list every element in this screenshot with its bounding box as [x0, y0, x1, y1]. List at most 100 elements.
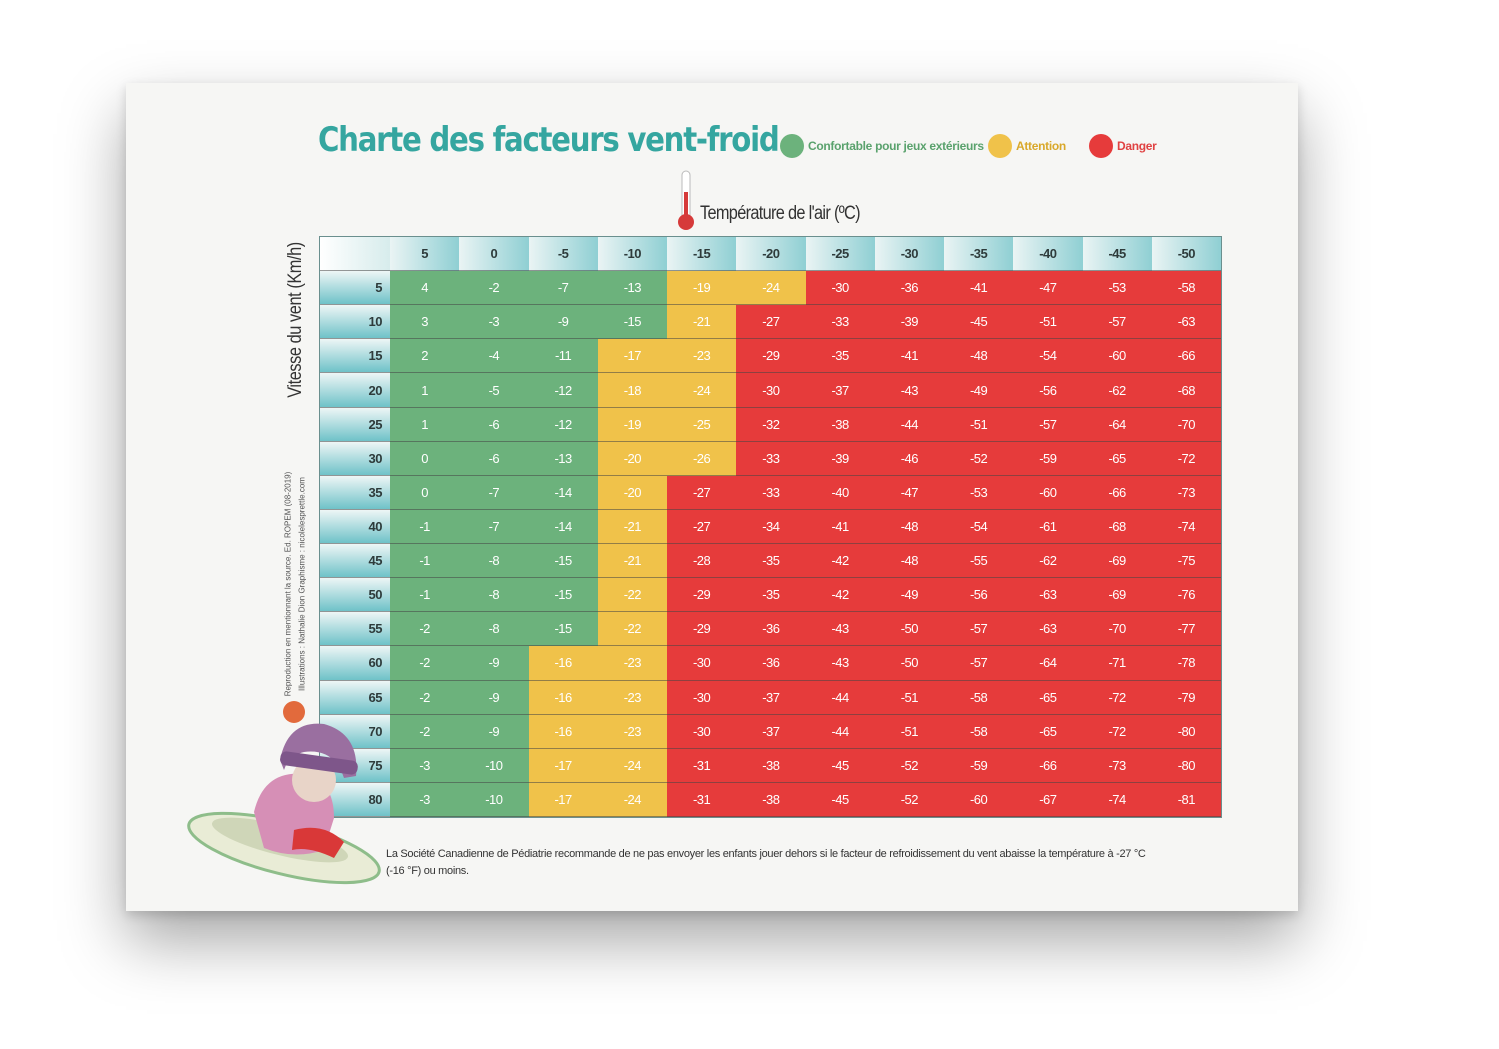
- windchill-value-cell: -45: [944, 305, 1014, 340]
- windchill-value-cell: -26: [667, 441, 737, 476]
- windchill-value-cell: -8: [459, 612, 529, 647]
- windchill-value-cell: -41: [805, 509, 875, 545]
- windchill-value-cell: -66: [1013, 748, 1083, 783]
- windchill-value-cell: -3: [390, 782, 460, 817]
- legend-item-comfortable: Confortable pour jeux extérieurs: [780, 134, 984, 158]
- windchill-value-cell: -58: [944, 680, 1014, 715]
- windchill-value-cell: -57: [1082, 305, 1152, 340]
- windchill-value-cell: -47: [1013, 271, 1083, 306]
- windchill-value-cell: -36: [874, 271, 944, 306]
- windchill-value-cell: -2: [459, 271, 529, 306]
- windchill-value-cell: -10: [459, 748, 529, 783]
- windchill-value-cell: -2: [390, 680, 460, 715]
- windchill-value-cell: -23: [597, 680, 667, 715]
- windchill-value-cell: -44: [805, 714, 875, 749]
- child-on-sled-illustration: [187, 701, 381, 885]
- windchill-value-cell: 4: [390, 271, 460, 306]
- windchill-value-cell: -22: [597, 612, 667, 647]
- windchill-value-cell: -31: [667, 748, 737, 783]
- windchill-value-cell: -55: [944, 544, 1014, 579]
- windchill-value-cell: -66: [1151, 339, 1221, 374]
- windchill-value-cell: -14: [528, 509, 598, 545]
- windchill-value-cell: -79: [1151, 680, 1221, 715]
- windchill-value-cell: -7: [459, 475, 529, 510]
- windchill-value-cell: -60: [944, 782, 1014, 817]
- windchill-value-cell: -24: [736, 271, 806, 306]
- green-dot-icon: [780, 134, 804, 158]
- legend-item-attention: Attention: [988, 134, 1066, 158]
- windchill-value-cell: -27: [667, 475, 737, 510]
- windchill-value-cell: -57: [944, 646, 1014, 681]
- windchill-value-cell: -44: [805, 680, 875, 715]
- windchill-value-cell: -32: [736, 407, 806, 442]
- windchill-value-cell: -60: [1082, 339, 1152, 374]
- windchill-value-cell: -73: [1151, 475, 1221, 510]
- red-dot-icon: [1089, 134, 1113, 158]
- x-axis-label: Température de l'air (ºC): [700, 203, 861, 224]
- windchill-value-cell: -58: [944, 714, 1014, 749]
- windchill-value-cell: -38: [805, 407, 875, 442]
- windchill-value-cell: -43: [805, 612, 875, 647]
- windchill-value-cell: -15: [597, 305, 667, 340]
- windchill-value-cell: -35: [736, 544, 806, 579]
- windchill-value-cell: -62: [1082, 373, 1152, 408]
- wind-speed-header-cell: 60: [320, 646, 390, 681]
- windchill-value-cell: -64: [1082, 407, 1152, 442]
- windchill-value-cell: -7: [528, 271, 598, 306]
- windchill-value-cell: -4: [459, 339, 529, 374]
- windchill-value-cell: -33: [736, 475, 806, 510]
- windchill-value-cell: -27: [736, 305, 806, 340]
- windchill-value-cell: -42: [805, 544, 875, 579]
- windchill-value-cell: -52: [944, 441, 1014, 476]
- windchill-value-cell: -57: [1013, 407, 1083, 442]
- windchill-value-cell: -50: [874, 612, 944, 647]
- thermometer-icon: [678, 170, 694, 230]
- windchill-value-cell: -16: [528, 680, 598, 715]
- windchill-value-cell: -45: [805, 782, 875, 817]
- windchill-value-cell: -36: [736, 612, 806, 647]
- legend-label: Confortable pour jeux extérieurs: [808, 139, 984, 153]
- windchill-value-cell: -49: [944, 373, 1014, 408]
- windchill-value-cell: -70: [1082, 612, 1152, 647]
- windchill-value-cell: -51: [944, 407, 1014, 442]
- wind-speed-header-cell: 30: [320, 441, 390, 476]
- windchill-value-cell: -63: [1013, 578, 1083, 613]
- windchill-value-cell: -17: [528, 748, 598, 783]
- windchill-value-cell: -30: [667, 680, 737, 715]
- windchill-value-cell: -51: [874, 714, 944, 749]
- windchill-value-cell: -29: [736, 339, 806, 374]
- wind-speed-header-cell: 45: [320, 544, 390, 579]
- windchill-value-cell: -1: [390, 509, 460, 545]
- temperature-header-cell: -25: [805, 237, 875, 272]
- windchill-value-cell: -56: [1013, 373, 1083, 408]
- credit-line: Illustrations : Nathalie Dion Graphisme …: [297, 477, 307, 691]
- windchill-value-cell: -52: [874, 748, 944, 783]
- windchill-value-cell: -17: [597, 339, 667, 374]
- windchill-value-cell: -29: [667, 578, 737, 613]
- windchill-value-cell: 3: [390, 305, 460, 340]
- windchill-value-cell: -48: [874, 509, 944, 545]
- windchill-value-cell: -11: [528, 339, 598, 374]
- windchill-value-cell: -58: [1151, 271, 1221, 306]
- windchill-value-cell: -33: [736, 441, 806, 476]
- windchill-value-cell: -25: [667, 407, 737, 442]
- legend-label: Attention: [1016, 139, 1066, 153]
- windchill-value-cell: -67: [1013, 782, 1083, 817]
- y-axis-label: Vitesse du vent (Km/h): [285, 242, 306, 398]
- temperature-header-cell: -50: [1151, 237, 1221, 272]
- windchill-value-cell: -28: [667, 544, 737, 579]
- windchill-value-cell: -54: [1013, 339, 1083, 374]
- windchill-value-cell: -62: [1013, 544, 1083, 579]
- windchill-value-cell: -8: [459, 578, 529, 613]
- windchill-value-cell: -51: [1013, 305, 1083, 340]
- windchill-value-cell: -53: [944, 475, 1014, 510]
- windchill-value-cell: -43: [874, 373, 944, 408]
- windchill-value-cell: -52: [874, 782, 944, 817]
- windchill-value-cell: -59: [1013, 441, 1083, 476]
- windchill-value-cell: -15: [528, 544, 598, 579]
- windchill-value-cell: -6: [459, 441, 529, 476]
- windchill-value-cell: -23: [667, 339, 737, 374]
- windchill-value-cell: -77: [1151, 612, 1221, 647]
- windchill-value-cell: -80: [1151, 714, 1221, 749]
- windchill-value-cell: -72: [1151, 441, 1221, 476]
